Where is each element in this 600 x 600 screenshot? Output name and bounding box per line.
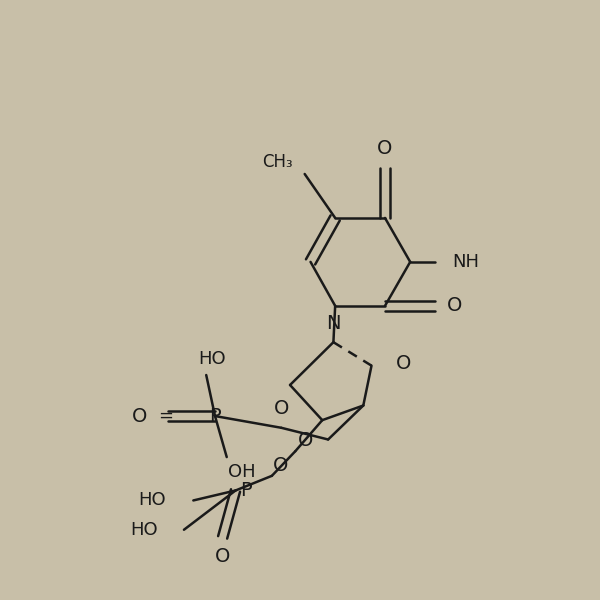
Text: O: O <box>395 354 411 373</box>
Text: O: O <box>273 456 289 475</box>
Text: O: O <box>215 547 230 566</box>
Text: P: P <box>209 407 221 425</box>
Text: O: O <box>274 399 289 418</box>
Text: HO: HO <box>198 350 226 368</box>
Text: HO: HO <box>139 491 166 509</box>
Text: =: = <box>158 407 173 425</box>
Text: CH₃: CH₃ <box>262 153 293 171</box>
Text: N: N <box>326 314 341 333</box>
Text: O: O <box>377 139 392 158</box>
Text: OH: OH <box>227 463 255 481</box>
Text: O: O <box>132 407 147 425</box>
Text: HO: HO <box>131 521 158 539</box>
Text: O: O <box>446 296 462 316</box>
Text: NH: NH <box>452 253 479 271</box>
Text: P: P <box>239 481 251 500</box>
Text: O: O <box>298 431 314 450</box>
